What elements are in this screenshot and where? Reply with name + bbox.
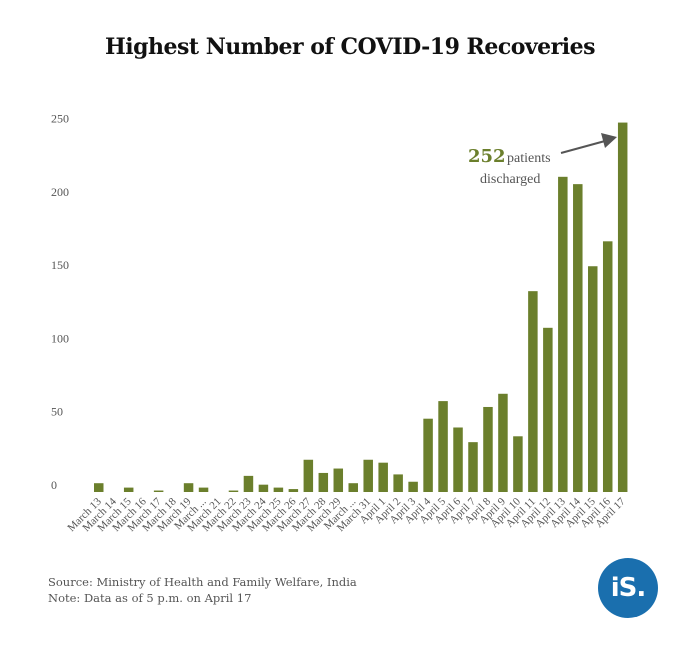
footer: Source: Ministry of Health and Family We… <box>48 574 357 606</box>
bar <box>617 122 628 493</box>
bar <box>408 481 418 492</box>
bar <box>198 487 209 492</box>
bars <box>94 122 628 493</box>
bar <box>273 487 284 492</box>
arrow-head-icon <box>601 133 617 148</box>
annotation-value: 252 <box>468 146 506 167</box>
bar <box>378 462 388 492</box>
bar <box>393 474 403 492</box>
bar <box>303 459 314 492</box>
bar <box>183 483 194 492</box>
bar <box>483 406 493 492</box>
bar <box>543 327 553 492</box>
source-note: Source: Ministry of Health and Family We… <box>48 575 357 589</box>
bar <box>258 484 269 492</box>
bar <box>318 472 329 492</box>
y-tick-label: 200 <box>51 185 69 199</box>
chart-title: Highest Number of COVID-19 Recoveries <box>104 34 596 60</box>
bar <box>438 401 448 492</box>
bar <box>363 459 373 492</box>
bar <box>558 176 568 492</box>
bar <box>153 490 164 492</box>
bar <box>573 184 583 492</box>
bar <box>453 427 463 492</box>
annotation: 252 patients discharged <box>468 133 617 187</box>
bar <box>243 475 254 492</box>
bar <box>228 490 239 492</box>
bar <box>513 436 523 492</box>
y-tick-label: 50 <box>51 405 63 419</box>
annotation-arrow <box>560 140 606 154</box>
bar <box>468 442 478 492</box>
bar <box>288 489 299 492</box>
bar <box>94 483 104 492</box>
logo-text: iS. <box>610 573 647 603</box>
bar <box>498 393 508 492</box>
y-tick-label: 150 <box>51 258 69 272</box>
y-tick-label: 100 <box>51 331 69 345</box>
bar <box>528 291 538 492</box>
data-note: Note: Data as of 5 p.m. on April 17 <box>48 591 252 605</box>
y-axis: 0 50 100 150 200 250 <box>51 112 69 493</box>
y-tick-label: 0 <box>51 478 57 492</box>
annotation-line2: discharged <box>480 172 540 187</box>
bar <box>602 241 613 492</box>
bar <box>123 487 134 492</box>
bar <box>588 266 598 492</box>
y-tick-label: 250 <box>51 112 69 126</box>
annotation-line1: patients <box>507 151 551 166</box>
bar <box>333 468 344 492</box>
bar <box>423 418 433 492</box>
brand-logo: iS. <box>598 558 658 618</box>
bar <box>348 483 358 492</box>
